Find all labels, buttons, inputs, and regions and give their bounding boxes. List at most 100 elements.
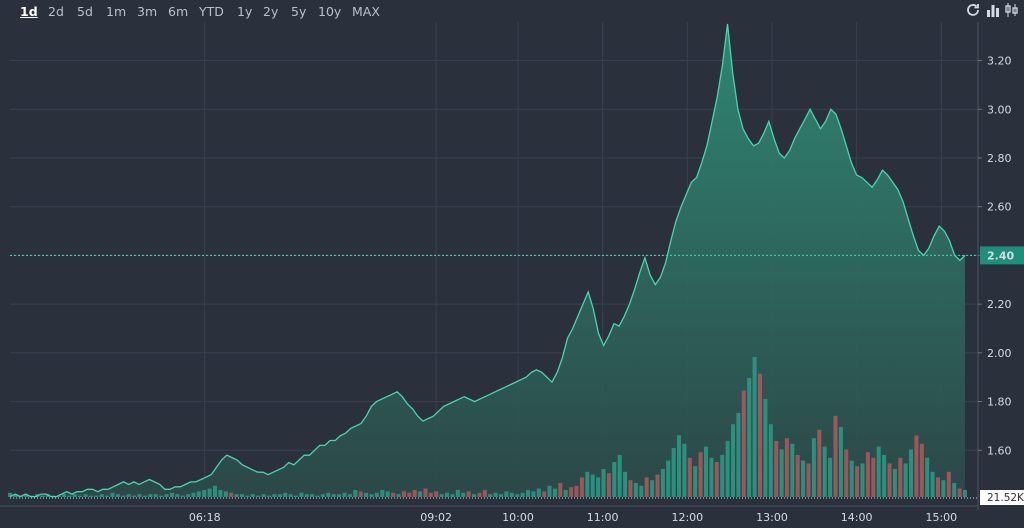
volume-bar <box>88 495 93 497</box>
volume-bar <box>704 446 708 497</box>
volume-bar <box>385 491 390 497</box>
range-button-10y[interactable]: 10y <box>318 4 342 19</box>
volume-bar <box>709 457 714 497</box>
range-button-max[interactable]: MAX <box>352 4 380 19</box>
volume-bar <box>40 495 45 497</box>
volume-bar <box>838 427 843 497</box>
range-button-3m[interactable]: 3m <box>137 4 158 19</box>
volume-bar <box>207 488 212 497</box>
volume-bar <box>364 492 369 497</box>
y-tick-label: 3.00 <box>987 103 1012 116</box>
volume-bar <box>126 494 131 497</box>
volume-bar <box>347 494 352 497</box>
volume-bar <box>925 457 930 497</box>
volume-bar <box>963 490 967 497</box>
volume-bar <box>8 492 12 497</box>
volume-bar <box>142 495 147 497</box>
volume-bar <box>936 477 940 497</box>
volume-bar <box>919 443 924 497</box>
volume-bar <box>261 494 266 497</box>
volume-bar <box>83 494 88 497</box>
volume-bar <box>957 488 962 497</box>
y-tick-label: 2.20 <box>987 298 1012 311</box>
volume-bar <box>731 424 735 497</box>
volume-bar <box>601 469 606 497</box>
price-line[interactable] <box>9 23 966 498</box>
volume-bar <box>213 485 217 497</box>
volume-bar <box>693 466 698 497</box>
volume-bar <box>391 492 396 497</box>
volume-bar <box>202 490 207 497</box>
volume-bar <box>250 494 255 497</box>
volume-bar <box>78 495 83 497</box>
volume-bar <box>428 492 433 497</box>
volume-bar <box>13 494 18 497</box>
volume-bar <box>606 473 611 497</box>
volume-bar <box>504 491 509 497</box>
range-button-2y[interactable]: 2y <box>263 4 279 19</box>
range-button-2d[interactable]: 2d <box>48 4 64 19</box>
volume-bar <box>412 490 417 497</box>
range-button-1d[interactable]: 1d <box>20 4 38 19</box>
volume-bar <box>423 488 428 497</box>
range-button-ytd[interactable]: YTD <box>199 4 224 19</box>
volume-bar <box>887 463 892 497</box>
volume-bar <box>542 491 547 497</box>
last-price-badge <box>980 246 1024 265</box>
volume-bar <box>779 449 784 497</box>
range-button-5d[interactable]: 5d <box>77 4 93 19</box>
volume-bar <box>865 452 870 497</box>
volume-bar <box>320 494 325 497</box>
volume-bar <box>871 457 876 497</box>
volume-bar <box>569 487 574 497</box>
price-area <box>10 24 965 497</box>
volume-bar <box>159 495 164 497</box>
volume-bar <box>736 413 741 497</box>
candlestick-icon[interactable] <box>1004 2 1020 18</box>
volume-bar <box>331 494 336 497</box>
range-button-1m[interactable]: 1m <box>106 4 127 19</box>
volume-bar <box>860 463 865 497</box>
volume-bar <box>526 490 530 497</box>
volume-bar <box>795 455 800 497</box>
volume-bar <box>67 495 72 497</box>
volume-bar <box>229 492 234 497</box>
x-tick-label: 06:18 <box>189 511 221 524</box>
volume-bar <box>240 494 244 497</box>
volume-bar <box>833 415 838 497</box>
volume-bar <box>439 494 444 497</box>
volume-bar <box>946 471 951 497</box>
volume-bar <box>493 492 498 497</box>
volume-bar <box>822 446 827 497</box>
volume-bar <box>612 462 617 497</box>
volume-bar <box>898 457 903 497</box>
y-tick-label: 3.20 <box>987 55 1012 68</box>
volume-bar <box>245 495 250 497</box>
volume-bar <box>677 435 681 497</box>
volume-bar <box>153 494 158 497</box>
volume-bar <box>218 490 223 497</box>
volume-bar <box>930 471 935 497</box>
bar-chart-icon[interactable] <box>985 2 1001 18</box>
volume-bar <box>110 492 115 497</box>
volume-marker-label: 21.52K <box>987 492 1024 504</box>
volume-bar <box>547 485 552 497</box>
range-button-6m[interactable]: 6m <box>168 4 189 19</box>
range-button-5y[interactable]: 5y <box>291 4 307 19</box>
volume-bar <box>369 494 374 497</box>
volume-bar <box>288 494 293 497</box>
volume-bar <box>563 490 568 497</box>
volume-bar <box>623 471 628 497</box>
refresh-icon[interactable] <box>965 2 981 18</box>
volume-bar <box>579 477 584 497</box>
x-tick-label: 15:00 <box>925 511 957 524</box>
volume-bar <box>882 455 887 497</box>
volume-bar <box>666 460 671 497</box>
volume-bar <box>763 399 768 497</box>
y-tick-label: 2.80 <box>987 152 1012 165</box>
volume-bar <box>461 492 466 497</box>
volume-bar <box>223 491 228 497</box>
range-button-1y[interactable]: 1y <box>237 4 253 19</box>
volume-bar <box>828 457 833 497</box>
